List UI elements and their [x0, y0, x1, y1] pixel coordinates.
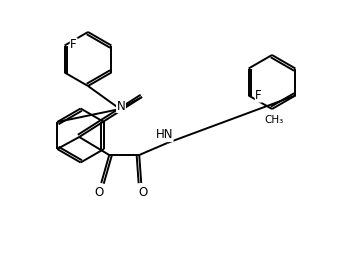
Text: F: F: [70, 38, 77, 51]
Text: O: O: [139, 186, 148, 198]
Text: N: N: [117, 99, 125, 113]
Text: CH₃: CH₃: [264, 115, 284, 125]
Text: F: F: [255, 89, 262, 102]
Text: HN: HN: [155, 128, 173, 142]
Text: O: O: [95, 186, 104, 198]
